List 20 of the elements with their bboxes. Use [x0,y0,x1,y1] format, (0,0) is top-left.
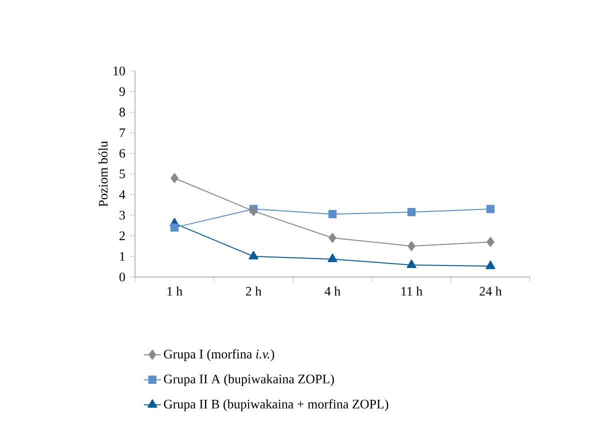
y-axis-title: Poziom bólu [98,141,108,207]
legend-label: Grupa II B (bupiwakaina + morfina ZOPL) [164,399,388,412]
x-tick-label: 4 h [324,286,340,296]
y-tick-label: 0 [119,272,125,282]
y-tick-label: 4 [119,190,126,199]
y-tick-label: 8 [119,108,125,117]
legend-label: Grupa II A (bupiwakaina ZOPL) [164,374,334,386]
y-tick-label: 6 [120,149,126,158]
y-tick-label: 5 [120,170,125,178]
y-tick-label: 2 [120,231,125,240]
x-tick-label: 24 h [480,286,502,296]
x-tick-label: 11 h [402,286,422,296]
legend-label: Grupa I (morfina i.v.) [164,349,274,362]
y-tick-label: 7 [120,128,126,138]
y-tick-label: 1 [120,252,125,261]
x-tick-label: 1 h [168,286,182,296]
x-tick-label: 2 h [246,286,262,296]
y-tick-label: 10 [114,66,125,76]
y-tick-label: 9 [119,87,125,96]
y-tick-label: 3 [120,210,125,220]
